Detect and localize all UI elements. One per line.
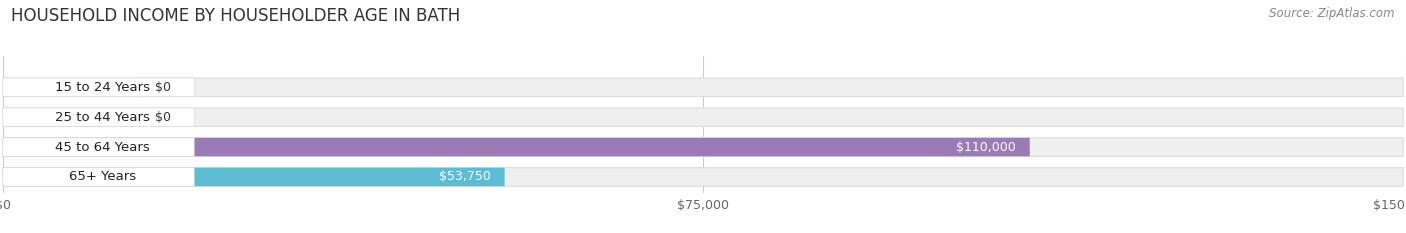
FancyBboxPatch shape — [3, 168, 505, 186]
FancyBboxPatch shape — [3, 138, 1403, 156]
FancyBboxPatch shape — [3, 78, 1403, 96]
Text: HOUSEHOLD INCOME BY HOUSEHOLDER AGE IN BATH: HOUSEHOLD INCOME BY HOUSEHOLDER AGE IN B… — [11, 7, 461, 25]
FancyBboxPatch shape — [3, 168, 1403, 186]
FancyBboxPatch shape — [3, 78, 136, 96]
Text: 15 to 24 Years: 15 to 24 Years — [55, 81, 150, 94]
FancyBboxPatch shape — [3, 78, 194, 96]
Text: 25 to 44 Years: 25 to 44 Years — [55, 111, 150, 124]
Text: Source: ZipAtlas.com: Source: ZipAtlas.com — [1270, 7, 1395, 20]
Text: $53,750: $53,750 — [439, 171, 491, 183]
Text: $0: $0 — [156, 81, 172, 94]
FancyBboxPatch shape — [3, 108, 1403, 127]
FancyBboxPatch shape — [3, 108, 194, 127]
FancyBboxPatch shape — [3, 138, 1029, 156]
FancyBboxPatch shape — [3, 108, 136, 127]
Text: $110,000: $110,000 — [956, 140, 1015, 154]
Text: 65+ Years: 65+ Years — [69, 171, 136, 183]
FancyBboxPatch shape — [3, 138, 194, 156]
Text: 45 to 64 Years: 45 to 64 Years — [55, 140, 149, 154]
FancyBboxPatch shape — [3, 168, 194, 186]
Text: $0: $0 — [156, 111, 172, 124]
